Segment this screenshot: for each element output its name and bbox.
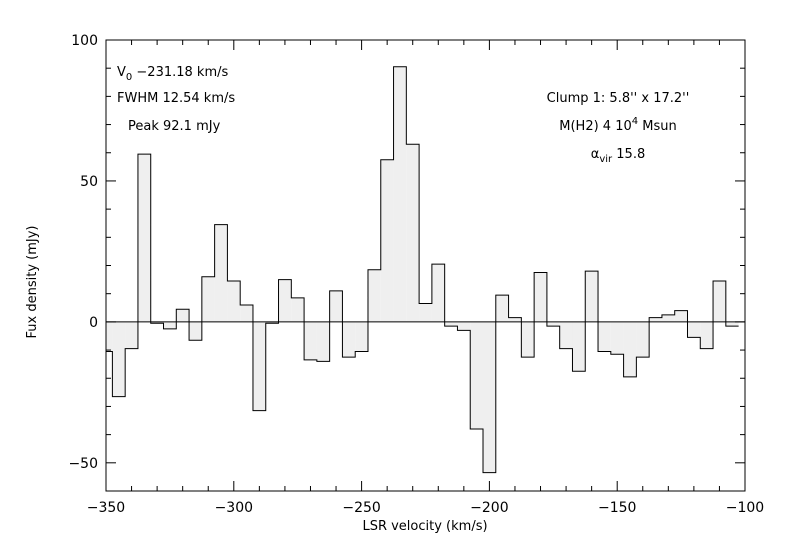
clump-size-annotation: Clump 1: 5.8'' x 17.2'' [547,91,690,106]
spectrum-bin [406,144,420,322]
x-axis-label: LSR velocity (km/s) [362,519,487,534]
spectrum-bin [585,271,599,322]
alpha-symbol: α [591,147,600,162]
mass-exponent: 4 [632,116,638,127]
spectrum-bin [393,66,407,322]
spectrum-bin [534,272,547,322]
spectrum-bin [470,321,484,429]
spectrum-bin [457,321,471,331]
spectrum-bin [150,321,164,324]
y-tick-label: 0 [89,315,98,331]
spectrum-bin [316,321,330,362]
y-axis-label: Fux density (mJy) [25,226,40,339]
v0-value: −231.18 km/s [132,65,228,80]
x-tick-label: −150 [598,500,636,516]
spectrum-bin [508,317,522,322]
spectrum-bin [163,321,177,329]
spectrum-bin [227,281,241,322]
v0-symbol: V [117,65,126,80]
y-tick-label: 100 [71,33,98,49]
spectrum-bin [342,321,356,358]
spectrum-bin [112,321,126,397]
spectrum-bin [214,224,228,322]
spectrum-bin [713,281,726,322]
spectrum-bin [674,310,688,322]
x-tick-label: −300 [215,500,253,516]
spectrum-bin [189,321,202,341]
spectrum-bin [125,321,138,349]
alpha-value: 15.8 [612,147,645,162]
spectrum-bin [265,321,279,324]
v0-annotation: V0 −231.18 km/s [117,65,228,83]
x-tick-label: −250 [342,500,380,516]
alpha-subscript: vir [599,154,613,165]
spectrum-bin [572,321,586,372]
spectrum-bin [419,303,432,322]
spectrum-bin [546,321,560,327]
spectrum-bin [649,317,662,322]
spectrum-bin [636,321,650,358]
spectrum-bin [521,321,535,358]
spectrum-bin [661,314,675,322]
spectrum-bin [201,276,215,322]
spectrum-bin [444,321,458,327]
spectrum-bin [495,295,509,322]
spectrum-fill-group [106,66,739,473]
spectrum-bin [725,321,739,327]
spectrum-bin [431,264,445,322]
spectrum-bin [106,321,113,352]
spectrum-bin [700,321,714,349]
alpha-vir-annotation: αvir 15.8 [591,147,645,165]
fit-annotations-left: V0 −231.18 km/s FWHM 12.54 km/s Peak 92.… [117,65,235,134]
spectrum-bin [355,321,368,352]
axis-tick-labels: −350 −300 −250 −200 −150 −100 −50 0 50 100 [68,33,764,516]
spectrum-bin [291,297,305,322]
spectrum-bin [610,321,624,355]
spectrum-bin [278,279,292,322]
y-tick-label: 50 [80,174,98,190]
spectrum-bin [329,290,343,322]
spectrum-bin [176,309,190,322]
spectrum-bin [623,321,637,377]
spectrum-bin [252,321,266,411]
spectrum-bin [687,321,701,338]
x-tick-label: −200 [470,500,508,516]
clump-annotations-right: Clump 1: 5.8'' x 17.2'' M(H2) 4 104 Msun… [547,91,690,165]
spectrum-bin [240,304,253,322]
spectrum-bin [559,321,573,349]
v0-subscript: 0 [126,72,132,83]
spectrum-bin [483,321,496,473]
x-tick-label: −350 [87,500,125,516]
x-tick-label: −100 [726,500,764,516]
spectrum-bin [380,159,394,322]
peak-annotation: Peak 92.1 mJy [128,119,221,134]
spectrum-step-line [106,66,739,474]
mass-text: M(H2) 4 10 [559,119,631,134]
mass-annotation: M(H2) 4 104 Msun [559,116,676,134]
spectrum-bin [304,321,317,360]
spectrum-bin [137,154,151,322]
y-tick-label: −50 [68,456,98,472]
fwhm-annotation: FWHM 12.54 km/s [117,91,235,106]
spectrum-bin [598,321,611,352]
mass-unit: Msun [638,119,677,134]
axis-ticks [105,39,746,491]
spectrum-bin [367,269,381,322]
plot-frame [105,39,746,492]
